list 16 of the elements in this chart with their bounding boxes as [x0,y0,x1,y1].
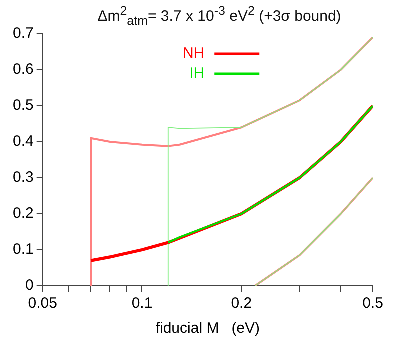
y-tick-label: 0.6 [12,61,34,78]
y-tick-label: 0.4 [12,133,34,150]
y-tick-label: 0.5 [12,97,34,114]
y-tick-label: 0.2 [12,205,34,222]
x-tick-label: 0.2 [231,295,252,312]
legend-label: NH [182,45,205,62]
x-tick-label: 0.05 [28,295,58,312]
y-tick-label: 0.1 [12,241,34,258]
y-tick-label: 0.7 [12,25,34,42]
x-tick-label: 0.5 [362,295,384,312]
chart-title: Δm$^{2}$$_{atm}$= 3.7 x 10$^{-3}$ eV$^{2}$ (+3σ bound) [96,3,342,28]
y-tick-label: 0 [26,277,34,294]
x-axis-title: fiducial M (eV) [156,320,260,338]
x-tick-label: 0.1 [132,295,153,312]
y-tick-label: 0.3 [12,169,34,186]
legend-label: IH [190,65,205,82]
